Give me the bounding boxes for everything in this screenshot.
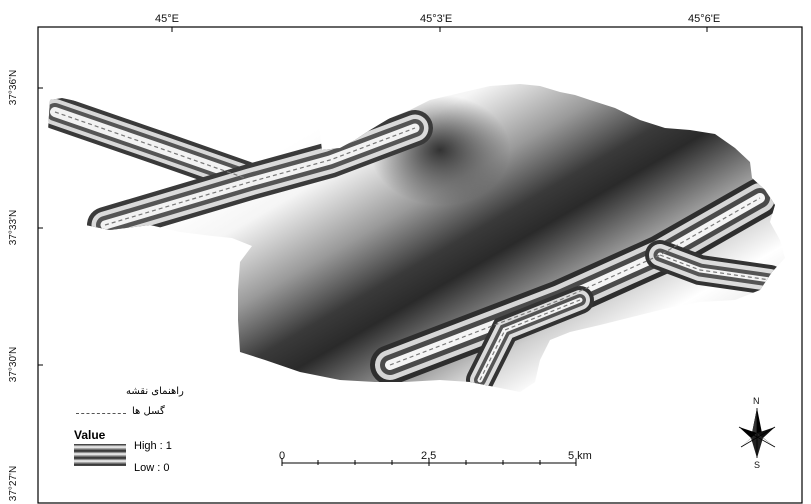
legend-fault-label: گسل ها xyxy=(132,406,165,417)
legend-low-label: Low : 0 xyxy=(134,462,170,474)
scale-label-5: 5 km xyxy=(568,450,592,462)
legend-fault-row: گسل ها xyxy=(74,406,214,420)
lon-label-2: 45°3'E xyxy=(420,13,453,25)
north-arrow-icon xyxy=(738,408,776,458)
north-label: N xyxy=(753,396,760,406)
scale-label-2-5: 2.5 xyxy=(421,450,437,462)
scale-label-0: 0 xyxy=(279,450,286,462)
lon-label-3: 45°6'E xyxy=(688,13,721,25)
lat-label-1: 37°36'N xyxy=(8,69,20,106)
lon-label-1: 45°E xyxy=(155,13,179,25)
distance-raster xyxy=(48,84,785,392)
legend-value-label: Value xyxy=(74,428,106,442)
fault-line-symbol xyxy=(76,413,126,414)
lat-label-2: 37°33'N xyxy=(8,209,20,246)
lat-label-4: 37°27'N xyxy=(8,465,20,502)
lat-label-3: 37°30'N xyxy=(8,346,20,383)
south-label: S xyxy=(754,460,761,470)
fault-lines xyxy=(54,111,771,381)
scale-bar xyxy=(281,458,577,466)
neatline xyxy=(37,26,803,504)
legend-high-label: High : 1 xyxy=(134,440,172,452)
legend-title: راهنمای نقشه xyxy=(126,386,184,397)
legend-color-ramp xyxy=(74,444,126,466)
